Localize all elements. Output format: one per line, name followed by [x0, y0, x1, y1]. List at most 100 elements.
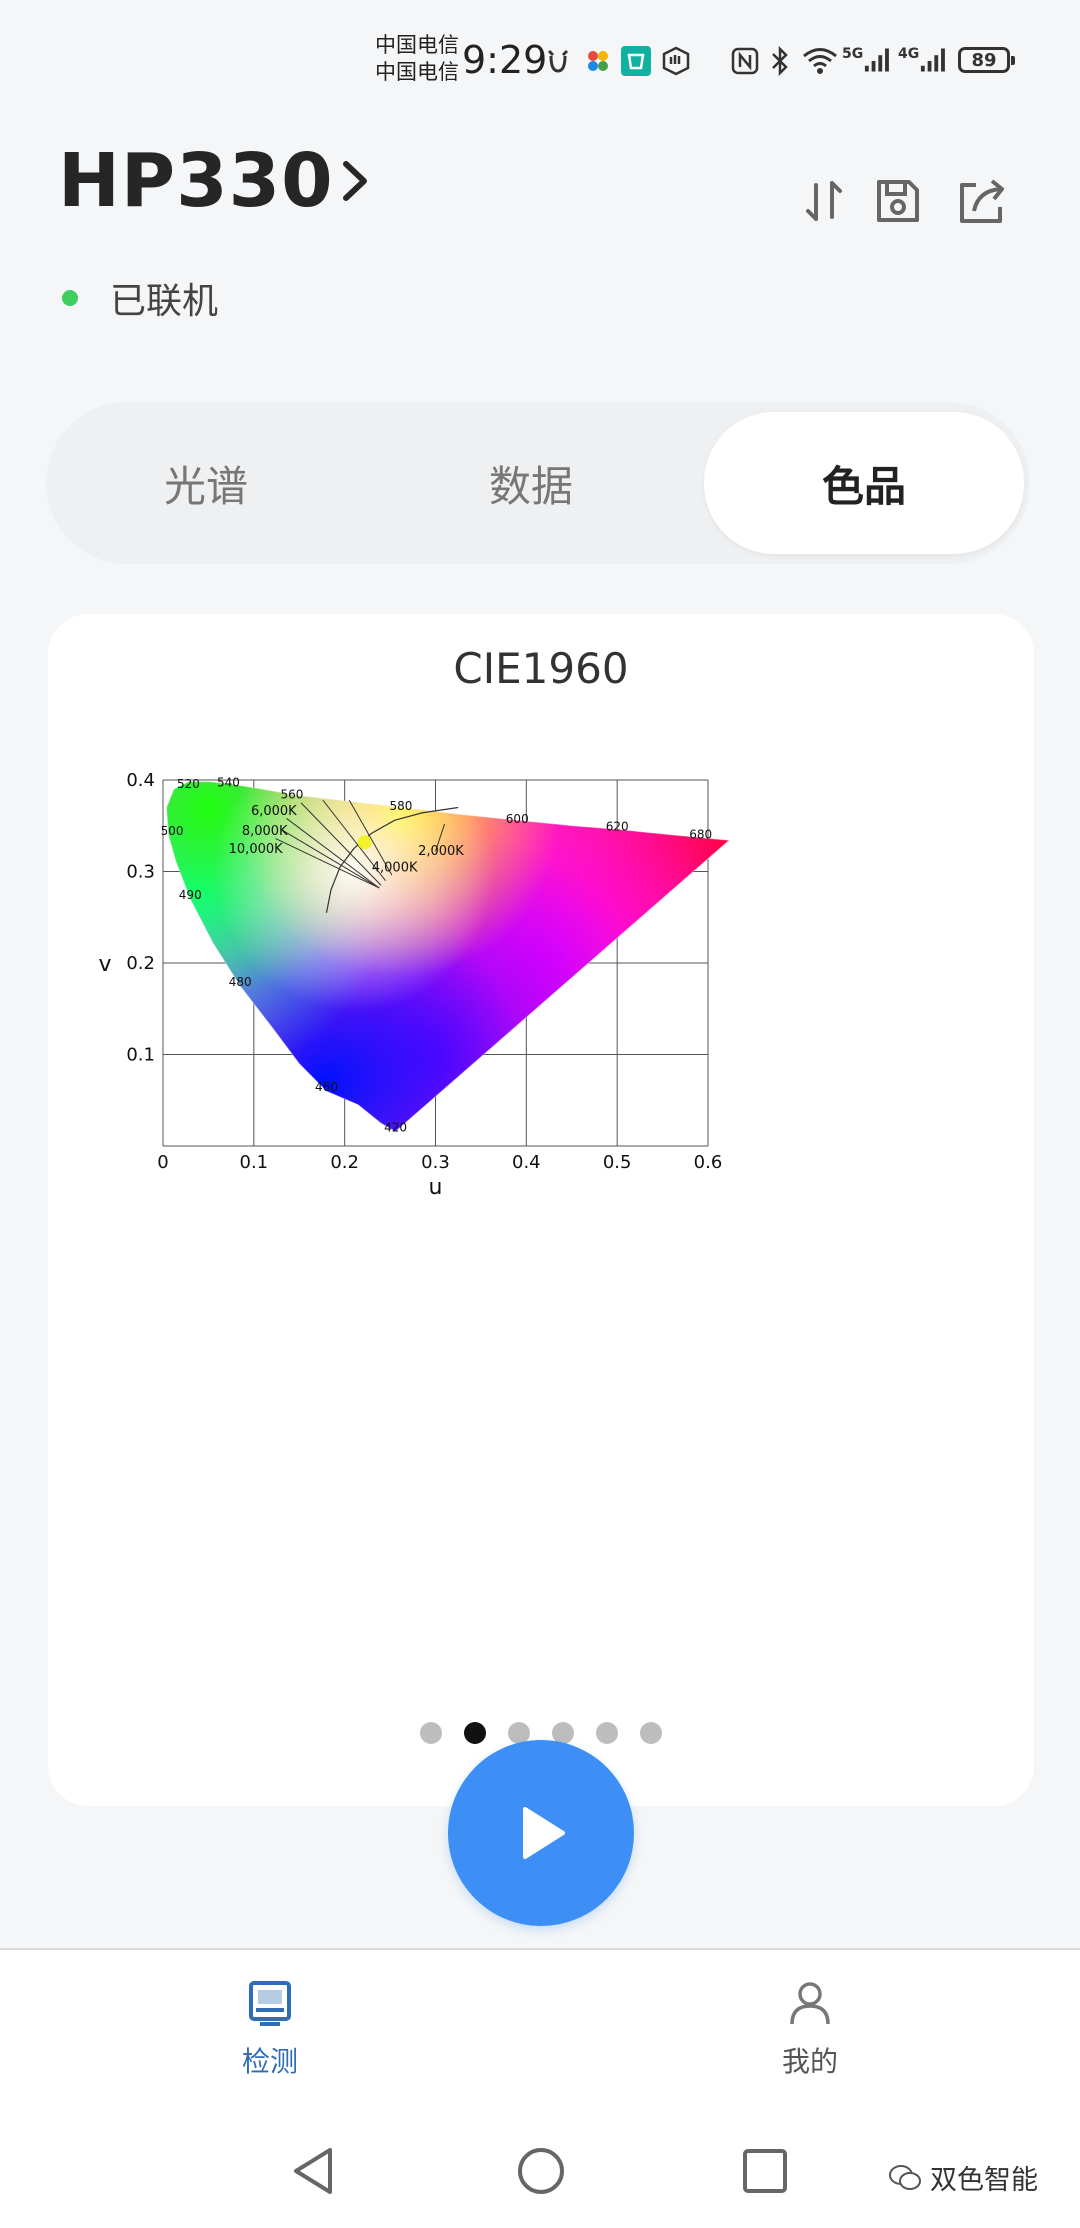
page-dot-0[interactable] [420, 1722, 442, 1744]
page-dot-5[interactable] [640, 1722, 662, 1744]
watermark: 双色智能 [888, 2158, 1038, 2197]
isotherm-line-5 [348, 799, 393, 876]
wavelength-label-600: 600 [506, 812, 529, 826]
x-tick-1: 0.1 [240, 1152, 269, 1173]
wavelength-label-480: 480 [229, 975, 252, 989]
recents-square-icon [743, 2149, 787, 2193]
tab-chromaticity[interactable]: 色品 [704, 412, 1024, 554]
wechat-icon [889, 2164, 921, 2190]
home-circle-icon [518, 2148, 564, 2194]
status-time: 9:29 [462, 38, 548, 82]
battery-level: 89 [971, 49, 997, 71]
home-button[interactable] [516, 2146, 566, 2200]
hand-hex-icon [660, 46, 692, 76]
cct-label-10000K: 10,000K [229, 842, 283, 857]
back-button[interactable] [290, 2146, 336, 2200]
y-tick-2: 0.3 [126, 862, 155, 883]
page-dot-4[interactable] [596, 1722, 618, 1744]
alarm-icon [543, 46, 573, 76]
tab-bar: 光谱 数据 色品 [46, 402, 1030, 564]
nav-detect[interactable]: 检测 [170, 1980, 370, 2080]
user-icon [790, 1982, 830, 2025]
carrier-label-2: 中国电信 [375, 60, 459, 84]
wavelength-label-680: 680 [689, 828, 712, 842]
nav-mine-label: 我的 [781, 2045, 838, 2078]
app-colorful-icon [583, 46, 613, 76]
wavelength-label-560: 560 [281, 787, 304, 801]
monitor-icon [249, 1981, 291, 2026]
bluetooth-icon [766, 46, 794, 76]
isotherm-line-4 [322, 799, 386, 881]
cct-label-6000K: 6,000K [251, 804, 297, 819]
y-tick-3: 0.4 [126, 770, 155, 791]
share-icon [960, 179, 1004, 223]
sort-icon [806, 181, 842, 221]
cct-label-4000K: 4,000K [372, 861, 418, 876]
x-tick-5: 0.5 [603, 1152, 632, 1173]
save-button[interactable] [869, 172, 927, 230]
recents-button[interactable] [742, 2148, 788, 2198]
page-dot-3[interactable] [552, 1722, 574, 1744]
sort-button[interactable] [795, 172, 853, 230]
connection-status: 已联机 [110, 281, 219, 322]
y-axis-label: v [98, 952, 111, 977]
wavelength-label-500: 500 [161, 824, 184, 838]
y-tick-0: 0.1 [126, 1045, 155, 1066]
watermark-text: 双色智能 [930, 2165, 1038, 2196]
back-triangle-icon [294, 2148, 332, 2194]
cct-label-8000K: 8,000K [242, 824, 288, 839]
start-measure-button[interactable] [448, 1740, 634, 1926]
battery-icon: 89 [958, 47, 1015, 73]
chart-card: CIE1960 [48, 614, 1034, 1806]
spectral-locus-outline [166, 781, 731, 1133]
tab-data[interactable]: 数据 [488, 461, 573, 511]
x-tick-4: 0.4 [512, 1152, 541, 1173]
nav-mine[interactable]: 我的 [710, 1980, 910, 2080]
signal-4g-icon: 4G [898, 46, 948, 76]
wavelength-label-520: 520 [177, 777, 200, 791]
isotherm-line-6 [435, 823, 446, 852]
nfc-icon [730, 46, 760, 76]
share-button[interactable] [953, 172, 1011, 230]
cie1960-chart: 420 460 480 490 500 520 540 560 580 600 620 680 2,00… [98, 770, 731, 1200]
x-tick-2: 0.2 [330, 1152, 359, 1173]
wavelength-label-540: 540 [217, 775, 240, 789]
chevron-right-icon [340, 158, 370, 208]
carrier-label-1: 中国电信 [375, 33, 459, 57]
play-icon [523, 1807, 565, 1859]
save-icon [877, 180, 919, 222]
wavelength-label-580: 580 [390, 799, 413, 813]
bottom-nav: 检测 我的 [0, 1948, 1080, 2130]
chromaticity-gamut [166, 781, 729, 1132]
carrier-info: 中国电信 中国电信 [375, 32, 459, 86]
x-axis-label: u [429, 1175, 443, 1200]
chart-axes: 0 0.1 0.2 0.3 0.4 0.5 0.6 0.1 0.2 0.3 0.4 u v [98, 770, 722, 1200]
isotherm-line-0 [286, 818, 380, 889]
isotherm-line-2 [275, 838, 380, 889]
network-label-2: 4G [898, 46, 920, 62]
x-tick-0: 0 [157, 1152, 168, 1173]
x-tick-3: 0.3 [421, 1152, 450, 1173]
chart-labels: 420 460 480 490 500 520 540 560 580 600 620 680 2,00… [161, 775, 713, 1134]
wifi-icon [800, 46, 840, 76]
isotherm-line-1 [280, 828, 380, 889]
chart-title: CIE1960 [453, 644, 629, 693]
wavelength-label-460: 460 [315, 1080, 338, 1094]
nav-detect-label: 检测 [241, 2045, 298, 2078]
network-label-1: 5G [842, 46, 864, 62]
wavelength-label-420: 420 [384, 1120, 407, 1134]
tab-spectrum[interactable]: 光谱 [163, 461, 248, 511]
y-tick-1: 0.2 [126, 953, 155, 974]
x-tick-6: 0.6 [694, 1152, 723, 1173]
device-selector[interactable]: HP330 [58, 138, 370, 224]
page-dot-2[interactable] [508, 1722, 530, 1744]
device-name: HP330 [58, 138, 334, 224]
status-bar: 中国电信 中国电信 9:29 5G 4G 89 [0, 0, 1080, 120]
app-teal-icon [620, 46, 652, 76]
wavelength-label-620: 620 [606, 819, 629, 833]
signal-5g-icon: 5G [842, 46, 892, 76]
cct-label-2000K: 2,000K [418, 844, 464, 859]
page-dot-1[interactable] [464, 1722, 486, 1744]
measured-point [357, 835, 372, 850]
wavelength-label-490: 490 [179, 888, 202, 902]
